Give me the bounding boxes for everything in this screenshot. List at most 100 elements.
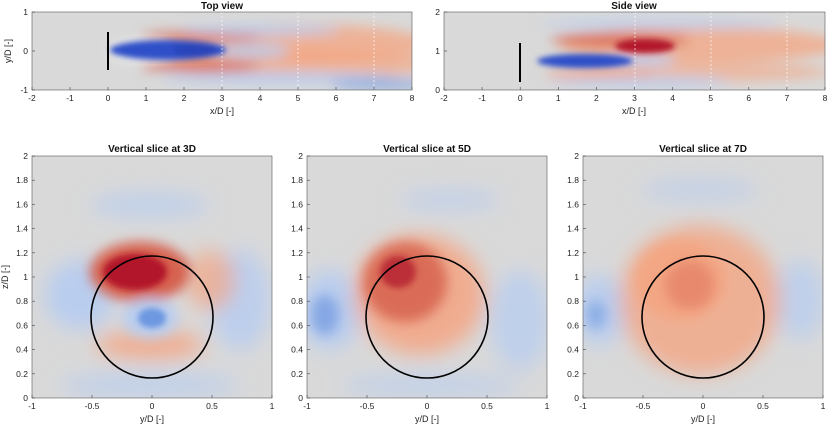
y-tick-label: 0.4 <box>291 345 303 355</box>
y-tick-label: 1.6 <box>567 199 579 209</box>
y-tick-label: 1.2 <box>16 248 28 258</box>
top-view-field <box>32 12 412 90</box>
rotor-circle-3d <box>90 255 214 379</box>
x-tick-label: -1 <box>28 401 36 411</box>
y-tick-label: 0 <box>298 393 303 403</box>
y-tick-label: 1.2 <box>567 248 579 258</box>
y-tick-label: 0.6 <box>291 320 303 330</box>
slice-3d-panel: Vertical slice at 3D -1 -0.5 0 0.5 100. <box>0 144 275 424</box>
x-tick-label: 1 <box>556 93 561 103</box>
y-tick-label: 1 <box>298 272 303 282</box>
y-tick-label: 1.4 <box>291 224 303 234</box>
y-tick-label: 0.2 <box>16 369 28 379</box>
y-tick-label: 1 <box>23 272 28 282</box>
x-tick-label: 8 <box>410 93 415 103</box>
x-tick-label: -2 <box>28 93 36 103</box>
slice-3d-ylabel: z/D [-] <box>0 265 10 289</box>
x-tick-label: -0.5 <box>360 401 375 411</box>
y-tick-label: -1 <box>20 85 28 95</box>
y-tick-label: 0.8 <box>567 296 579 306</box>
y-tick-label: 0 <box>23 46 28 56</box>
y-tick-label: 0.8 <box>16 296 28 306</box>
x-tick-label: 6 <box>746 93 751 103</box>
top-view-ylabel: y/D [-] <box>3 39 13 63</box>
slice-3d-xlabel: y/D [-] <box>140 414 164 424</box>
x-tick-label: -0.5 <box>85 401 100 411</box>
side-view-ticks: -2 -1 0 1 2 3 4 5 6 7 8 0 1 2 <box>435 7 827 103</box>
slice-3d-ticks: -1 -0.5 0 0.5 1 0 0.2 0.4 0.6 0.8 1 1.2 1.4 1.6 1.8 2 <box>16 151 274 411</box>
side-view-xlabel: x/D [-] <box>622 106 646 116</box>
y-tick-label: 1.8 <box>567 175 579 185</box>
x-tick-label: 0 <box>518 93 523 103</box>
slice-7d-panel: Vertical slice at 7D -1 -0.5 0 0.5 1 0 0.2 0.4 0… <box>567 144 825 424</box>
y-tick-label: 1 <box>23 7 28 17</box>
x-tick-label: 1 <box>270 401 275 411</box>
x-tick-label: -1 <box>478 93 486 103</box>
slice-3d-title: Vertical slice at 3D <box>108 144 196 155</box>
top-view-ticks: -2 -1 0 1 2 3 4 5 6 7 8-101 <box>20 7 414 103</box>
slice-5d-field <box>307 156 547 398</box>
slice-7d-xlabel: y/D [-] <box>691 414 715 424</box>
x-tick-label: 6 <box>334 93 339 103</box>
y-tick-label: 0 <box>23 393 28 403</box>
side-view-title: Side view <box>611 1 657 12</box>
y-tick-label: 0.6 <box>567 320 579 330</box>
y-tick-label: 2 <box>574 151 579 161</box>
rotor-circle-5d <box>365 255 489 379</box>
x-tick-label: 3 <box>220 93 225 103</box>
slice-7d-field <box>583 156 823 398</box>
y-tick-label: 1.8 <box>16 175 28 185</box>
x-tick-label: -1 <box>303 401 311 411</box>
y-tick-label: 1.4 <box>16 224 28 234</box>
x-tick-label: -1 <box>579 401 587 411</box>
y-tick-label: 1.8 <box>291 175 303 185</box>
x-tick-label: 0 <box>106 93 111 103</box>
x-tick-label: 5 <box>296 93 301 103</box>
x-tick-label: 0 <box>150 401 155 411</box>
y-tick-label: 0.8 <box>291 296 303 306</box>
y-tick-label: 1 <box>435 46 440 56</box>
y-tick-label: 0.4 <box>567 345 579 355</box>
y-tick-label: 0.2 <box>291 369 303 379</box>
slice-5d-xlabel: y/D [-] <box>415 414 439 424</box>
y-tick-label: 0.4 <box>16 345 28 355</box>
x-tick-label: 5 <box>708 93 713 103</box>
x-tick-label: -2 <box>440 93 448 103</box>
x-tick-label: 0 <box>425 401 430 411</box>
rotor-circle-7d <box>641 255 765 379</box>
slice-5d-ticks: -1 -0.5 0 0.5 1 0 0.2 0.4 0.6 0.8 1 1.2 1.4 1.6 1.8 2 <box>291 151 549 411</box>
slice-5d-panel: Vertical slice at 5D -1 -0.5 0 0.5 1 0 0.2 0.4 0… <box>291 144 549 424</box>
x-tick-label: 2 <box>182 93 187 103</box>
top-view-panel: Top view -2 -1 0 1 2 3 4 5 <box>3 1 415 116</box>
x-tick-label: 4 <box>670 93 675 103</box>
slice-5d-title: Vertical slice at 5D <box>383 144 471 155</box>
slice-7d-ticks: -1 -0.5 0 0.5 1 0 0.2 0.4 0.6 0.8 1 1.2 1.4 1.6 1.8 2 <box>567 151 825 411</box>
x-tick-label: 7 <box>372 93 377 103</box>
y-tick-label: 1 <box>574 272 579 282</box>
y-tick-label: 1.2 <box>291 248 303 258</box>
x-tick-label: 3 <box>632 93 637 103</box>
x-tick-label: -0.5 <box>636 401 651 411</box>
x-tick-label: 1 <box>144 93 149 103</box>
y-tick-label: 0.2 <box>567 369 579 379</box>
x-tick-label: 1 <box>821 401 826 411</box>
x-tick-label: 0 <box>701 401 706 411</box>
y-tick-label: 2 <box>435 7 440 17</box>
y-tick-label: 0 <box>574 393 579 403</box>
top-view-title: Top view <box>201 1 243 12</box>
y-tick-label: 1.6 <box>291 199 303 209</box>
top-view-xlabel: x/D [-] <box>210 106 234 116</box>
x-tick-label: 1 <box>545 401 550 411</box>
x-tick-label: 0.5 <box>481 401 493 411</box>
x-tick-label: 7 <box>785 93 790 103</box>
x-tick-label: 2 <box>594 93 599 103</box>
y-tick-label: 0 <box>435 85 440 95</box>
slice-7d-title: Vertical slice at 7D <box>659 144 747 155</box>
y-tick-label: 2 <box>298 151 303 161</box>
y-tick-label: 1.6 <box>16 199 28 209</box>
x-tick-label: 4 <box>258 93 263 103</box>
slice-3d-field <box>32 156 272 398</box>
x-tick-label: 0.5 <box>757 401 769 411</box>
